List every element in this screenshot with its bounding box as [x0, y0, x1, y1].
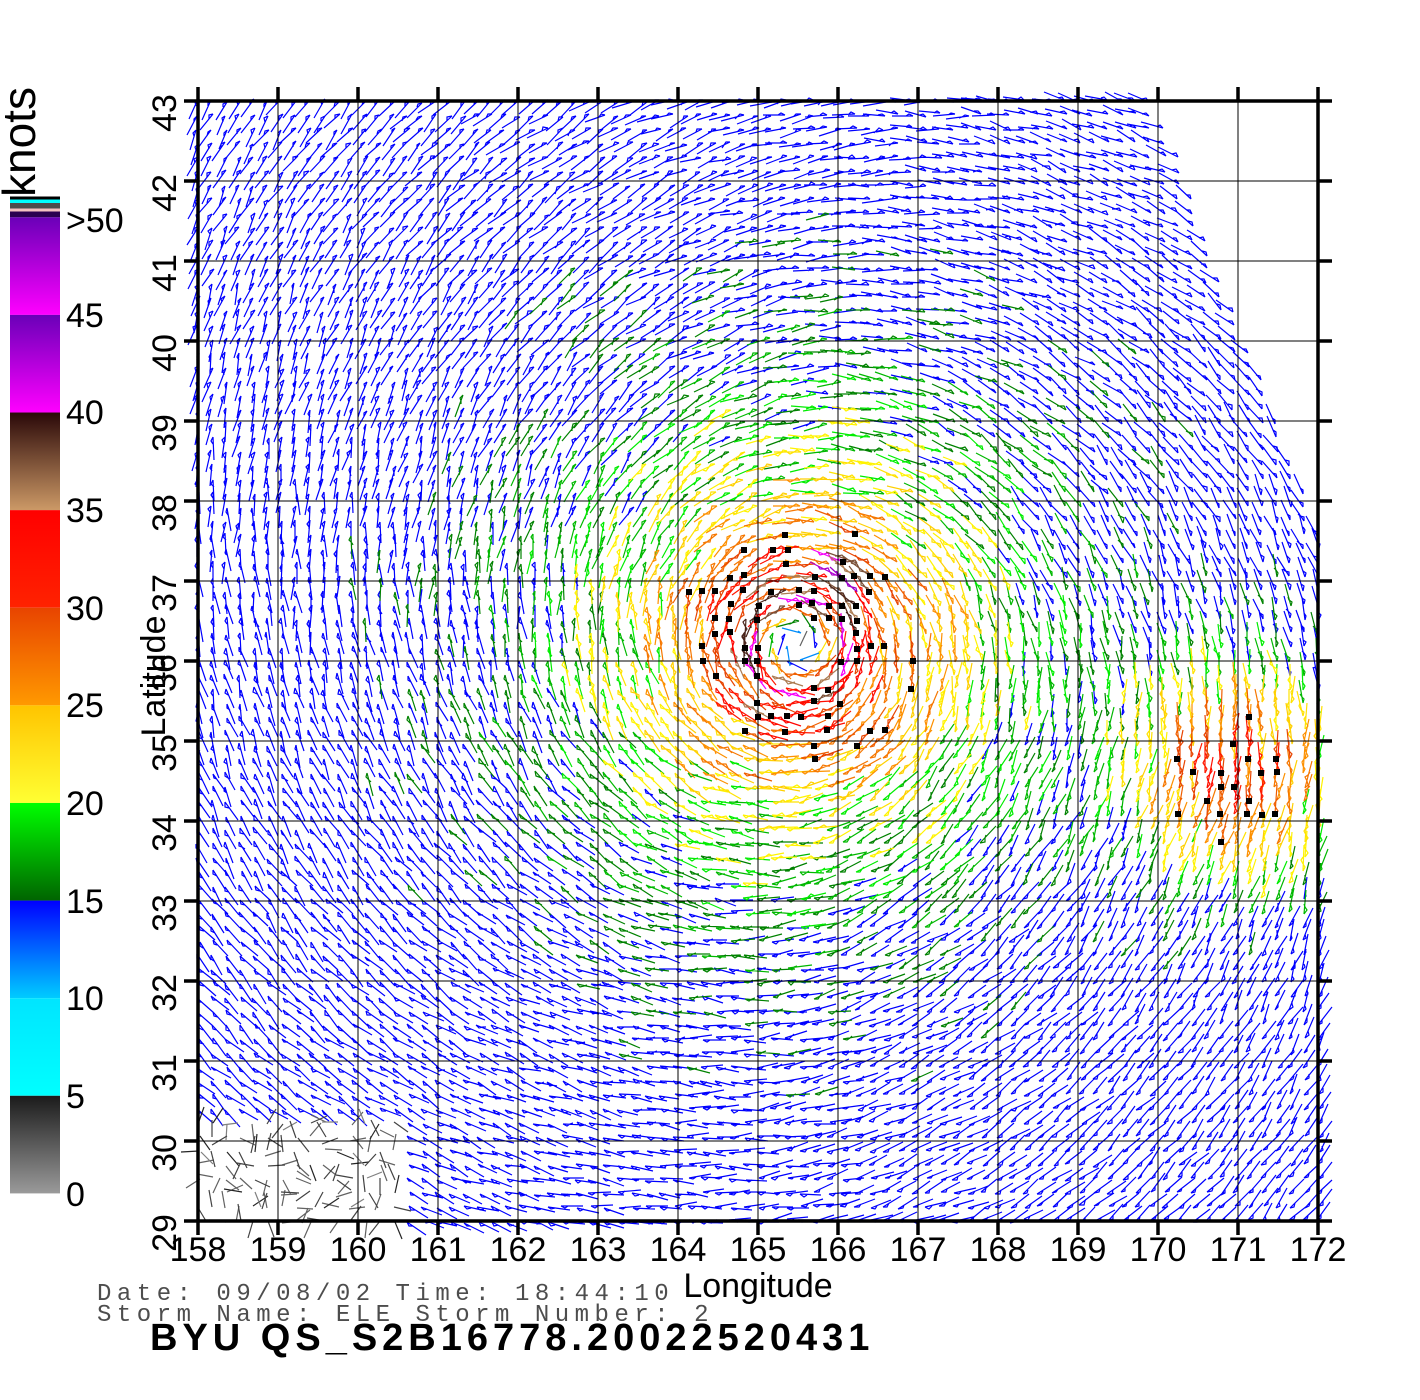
svg-text:Longitude: Longitude	[683, 1267, 832, 1305]
svg-text:BYU QS_S2B16778.20022520431: BYU QS_S2B16778.20022520431	[150, 1317, 874, 1359]
svg-text:35: 35	[66, 492, 104, 530]
svg-text:20: 20	[66, 785, 104, 823]
svg-text:171: 171	[1210, 1231, 1267, 1269]
svg-text:41: 41	[146, 254, 184, 292]
svg-text:15: 15	[66, 883, 104, 921]
svg-text:10: 10	[66, 980, 104, 1018]
svg-text:160: 160	[330, 1231, 387, 1269]
svg-text:>50: >50	[66, 202, 124, 240]
svg-text:40: 40	[66, 394, 104, 432]
svg-text:37: 37	[146, 574, 184, 612]
svg-text:39: 39	[146, 414, 184, 452]
svg-text:32: 32	[146, 974, 184, 1012]
svg-text:38: 38	[146, 494, 184, 532]
svg-text:168: 168	[970, 1231, 1027, 1269]
svg-text:169: 169	[1050, 1231, 1107, 1269]
svg-text:164: 164	[650, 1231, 707, 1269]
svg-text:5: 5	[66, 1078, 85, 1116]
svg-text:33: 33	[146, 894, 184, 932]
svg-text:29: 29	[146, 1214, 184, 1252]
svg-text:0: 0	[66, 1176, 85, 1214]
svg-text:31: 31	[146, 1054, 184, 1092]
svg-text:Latitude: Latitude	[135, 616, 173, 737]
svg-text:159: 159	[250, 1231, 307, 1269]
svg-text:162: 162	[490, 1231, 547, 1269]
svg-text:172: 172	[1290, 1231, 1347, 1269]
svg-text:42: 42	[146, 174, 184, 212]
svg-text:45: 45	[66, 297, 104, 335]
svg-text:knots: knots	[0, 87, 45, 197]
svg-text:30: 30	[66, 590, 104, 628]
svg-text:166: 166	[810, 1231, 867, 1269]
svg-text:30: 30	[146, 1134, 184, 1172]
svg-text:161: 161	[410, 1231, 467, 1269]
svg-text:165: 165	[730, 1231, 787, 1269]
svg-text:40: 40	[146, 334, 184, 372]
svg-text:163: 163	[570, 1231, 627, 1269]
svg-text:167: 167	[890, 1231, 947, 1269]
svg-text:34: 34	[146, 814, 184, 852]
svg-text:25: 25	[66, 687, 104, 725]
svg-text:43: 43	[146, 94, 184, 132]
svg-text:170: 170	[1130, 1231, 1187, 1269]
svg-text:35: 35	[146, 734, 184, 772]
